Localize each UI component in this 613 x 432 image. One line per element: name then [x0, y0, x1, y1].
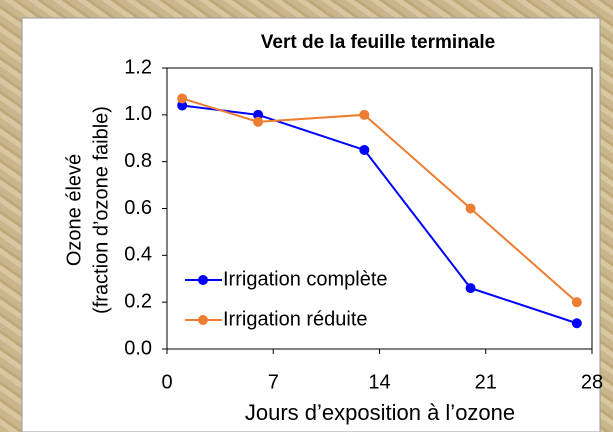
x-tick-label: 7 [268, 371, 279, 393]
data-point [253, 117, 263, 127]
data-point [359, 110, 369, 120]
y-axis-label: Ozone élevé [63, 154, 85, 266]
chart: Vert de la feuille terminale Jours d’exp… [0, 0, 613, 432]
y-axis-label: (fraction d’ozone faible) [90, 106, 112, 314]
legend-marker [198, 315, 208, 325]
legend-label: Irrigation complète [223, 268, 388, 290]
legend-marker [198, 275, 208, 285]
data-point [466, 204, 476, 214]
data-point [466, 283, 476, 293]
data-point [572, 297, 582, 307]
y-tick-label: 0.0 [124, 337, 152, 359]
x-tick-label: 14 [368, 371, 390, 393]
x-axis-label: Jours d’exposition à l’ozone [245, 400, 515, 425]
y-tick-label: 1.0 [124, 103, 152, 125]
data-point [572, 318, 582, 328]
y-tick-label: 0.4 [124, 244, 152, 266]
x-tick-label: 0 [161, 371, 172, 393]
legend-label: Irrigation réduite [223, 308, 368, 330]
chart-title: Vert de la feuille terminale [261, 32, 495, 53]
data-point [359, 145, 369, 155]
y-tick-label: 0.2 [124, 290, 152, 312]
x-tick-label: 21 [475, 371, 497, 393]
y-tick-label: 0.6 [124, 197, 152, 219]
y-tick-label: 1.2 [124, 56, 152, 78]
y-tick-label: 0.8 [124, 150, 152, 172]
data-point [177, 93, 187, 103]
x-tick-label: 28 [581, 371, 603, 393]
